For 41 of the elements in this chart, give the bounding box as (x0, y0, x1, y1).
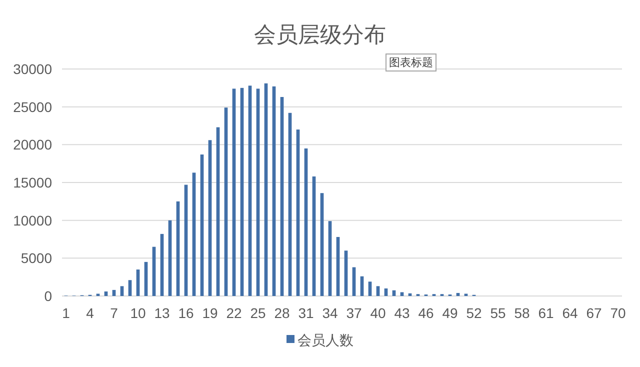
y-tick-label: 5000 (20, 250, 52, 266)
x-tick-label: 43 (394, 305, 410, 321)
bar (352, 267, 356, 296)
x-tick-label: 4 (86, 305, 94, 321)
y-tick-label: 25000 (13, 98, 52, 115)
x-tick-label: 7 (110, 305, 118, 321)
x-tick-label: 70 (610, 305, 626, 321)
text: 图表标题 (389, 56, 433, 69)
bar (376, 286, 380, 296)
x-tick-label: 40 (370, 305, 386, 321)
bar (128, 280, 132, 296)
y-tick-label: 30000 (13, 61, 52, 77)
x-tick-label: 25 (250, 305, 266, 321)
y-tick-label: 0 (44, 288, 52, 304)
bar (400, 292, 404, 296)
x-tick-label: 49 (442, 305, 458, 321)
x-tick-label: 58 (514, 305, 530, 321)
x-tick-label: 13 (154, 305, 170, 321)
x-tick-label: 22 (226, 305, 242, 321)
x-tick-label: 61 (538, 305, 554, 321)
bar (120, 286, 124, 296)
x-tick-label: 55 (490, 305, 506, 321)
x-tick-label: 10 (130, 305, 146, 321)
x-tick-label: 46 (418, 305, 434, 321)
x-tick-label: 16 (178, 305, 194, 321)
x-tick-label: 19 (202, 305, 218, 321)
x-tick-label: 37 (346, 305, 362, 321)
x-tick-label: 64 (562, 305, 578, 321)
y-tick-label: 15000 (13, 174, 52, 190)
bar (344, 250, 348, 296)
chart-title: 会员层级分布 (254, 22, 386, 47)
x-tick-label: 67 (586, 305, 602, 321)
bar (368, 282, 372, 296)
x-tick-label: 28 (274, 305, 290, 321)
legend-label: 会员人数 (298, 332, 354, 348)
x-tick-label: 1 (62, 305, 70, 321)
x-tick-label: 34 (322, 305, 338, 321)
x-tick-label: 31 (298, 305, 314, 321)
x-tick-label: 52 (466, 305, 482, 321)
y-tick-label: 10000 (13, 212, 52, 228)
y-tick-label: 20000 (13, 136, 52, 153)
